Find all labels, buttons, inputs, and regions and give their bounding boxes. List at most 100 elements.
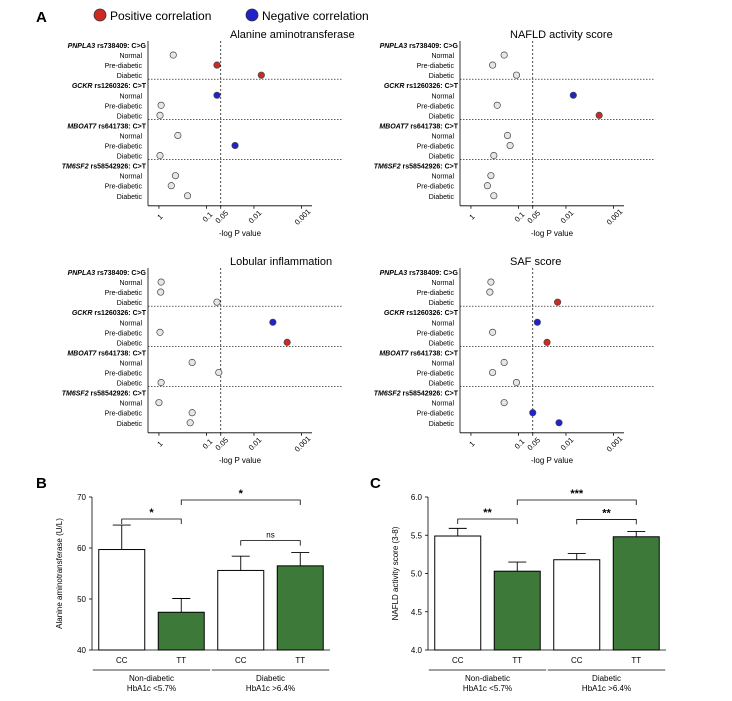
nafld-activity-score-row-label: Diabetic: [429, 154, 455, 161]
nafld-activity-score-row-label: Diabetic: [429, 194, 455, 201]
saf-score-x-tick-label: 0.001: [605, 434, 625, 454]
variant-name: rs1260326: C>T: [92, 310, 146, 317]
nafld-activity-score-row-label: Pre-diabetic: [417, 63, 455, 70]
alanine-aminotransferase-point-neutral: [156, 152, 164, 160]
saf-score-point-neutral: [500, 399, 508, 407]
saf-score-x-tick-label: 1: [467, 439, 476, 448]
lobular-inflammation-x-tick-label: 0.001: [293, 434, 313, 454]
saf-score-point-negative: [529, 409, 537, 417]
alt-category-label: TT: [176, 656, 186, 665]
saf-score-point-neutral: [486, 288, 494, 296]
gene-name: GCKR: [72, 310, 93, 317]
lobular-inflammation-row-label: Diabetic: [117, 300, 143, 307]
variant-name: rs58542926: C>T: [89, 164, 147, 171]
alt-significance-label: *: [239, 488, 244, 500]
nafld-activity-score-point-neutral: [490, 192, 498, 200]
nafld-activity-score-row-label: Normal: [431, 133, 454, 140]
lobular-inflammation-group-label: MBOAT7 rs641738: C>T: [67, 350, 146, 357]
alanine-aminotransferase-point-neutral: [183, 192, 192, 200]
saf-score-row-label: Diabetic: [429, 421, 455, 428]
alanine-aminotransferase-point-neutral: [157, 101, 165, 109]
alanine-aminotransferase-point-positive: [213, 61, 221, 69]
lobular-inflammation-group-label: PNPLA3 rs738409: C>G: [68, 270, 147, 277]
nafld-activity-score-point-neutral: [500, 51, 508, 59]
lobular-inflammation-x-label: -log P value: [219, 456, 262, 465]
panel-letter-c: C: [370, 475, 381, 492]
lobular-inflammation-row-label: Normal: [119, 280, 142, 287]
saf-score-group-label: PNPLA3 rs738409: C>G: [380, 270, 459, 277]
variant-name: rs58542926: C>T: [89, 391, 147, 398]
nas-y-tick-label: 6.0: [411, 493, 423, 502]
lobular-inflammation-point-neutral: [155, 399, 163, 407]
alanine-aminotransferase-point-negative: [231, 141, 239, 150]
lobular-inflammation-row-label: Normal: [119, 320, 142, 327]
alt-group-label: Non-diabetic: [129, 674, 174, 683]
variant-name: rs58542926: C>T: [401, 391, 459, 398]
saf-score-x-tick-label: 0.1: [513, 437, 527, 451]
nafld-activity-score-point-neutral: [512, 71, 521, 79]
gene-name: MBOAT7: [67, 350, 97, 357]
alt-group-sublabel: HbA1c <5.7%: [127, 684, 176, 693]
alt-bar: [217, 569, 265, 651]
alt-y-tick-label: 50: [77, 595, 86, 604]
alanine-aminotransferase-row-label: Pre-diabetic: [105, 184, 143, 191]
lobular-inflammation-x-tick-label: 0.01: [247, 436, 264, 453]
alt-category-label: CC: [116, 656, 128, 665]
saf-score-point-positive: [543, 338, 551, 346]
gene-name: TM6SF2: [374, 391, 401, 398]
saf-score-title: SAF score: [510, 256, 561, 268]
gene-name: PNPLA3: [68, 270, 96, 277]
nas-bar: [434, 535, 482, 651]
nas-group-sublabel: HbA1c <5.7%: [463, 684, 512, 693]
variant-name: rs1260326: C>T: [404, 83, 458, 90]
alt-bar: [276, 565, 324, 651]
saf-score-row-label: Diabetic: [429, 381, 455, 388]
saf-score-group-label: MBOAT7 rs641738: C>T: [379, 350, 458, 357]
alt-group-label: Diabetic: [256, 674, 285, 683]
chart-saf-score: SAF score 1 0.1 0.05 0.01 0.001 -log P value PN…: [374, 256, 654, 465]
saf-score-x-tick-label: 0.01: [559, 436, 576, 453]
alanine-aminotransferase-row-label: Pre-diabetic: [105, 103, 143, 110]
legend: Positive correlation Negative correlatio…: [93, 8, 369, 23]
variant-name: rs641738: C>T: [408, 350, 458, 357]
alanine-aminotransferase-point-neutral: [174, 131, 182, 140]
saf-score-row-label: Pre-diabetic: [417, 330, 455, 337]
alt-significance-label: ns: [266, 531, 274, 540]
saf-score-row-label: Pre-diabetic: [417, 411, 455, 418]
lobular-inflammation-point-neutral: [215, 368, 223, 377]
legend-negative-marker: [245, 8, 259, 22]
nafld-activity-score-point-neutral: [483, 182, 491, 190]
chart-nafld-activity-score: NAFLD activity score 1 0.1 0.05 0.01 0.001 -lo…: [374, 29, 654, 238]
gene-name: GCKR: [384, 83, 405, 90]
alt-group-sublabel: HbA1c >6.4%: [246, 684, 295, 693]
lobular-inflammation-group-label: TM6SF2 rs58542926: C>T: [62, 391, 147, 398]
variant-name: rs58542926: C>T: [401, 164, 459, 171]
alt-significance-label: *: [149, 507, 154, 519]
nas-y-tick-label: 4.0: [411, 646, 423, 655]
alt-category-label: TT: [295, 656, 305, 665]
nafld-activity-score-point-neutral: [487, 172, 495, 180]
alt-y-tick-label: 70: [77, 493, 86, 502]
saf-score-group-label: GCKR rs1260326: C>T: [384, 310, 459, 317]
saf-score-point-negative: [555, 419, 563, 427]
saf-score-point-neutral: [512, 378, 521, 387]
gene-name: GCKR: [72, 83, 93, 90]
alanine-aminotransferase-point-neutral: [167, 182, 175, 190]
alanine-aminotransferase-point-neutral: [156, 111, 164, 119]
lobular-inflammation-row-label: Pre-diabetic: [105, 411, 143, 418]
nafld-activity-score-row-label: Pre-diabetic: [417, 184, 455, 191]
lobular-inflammation-x-tick-label: 0.05: [213, 436, 230, 453]
variant-name: rs641738: C>T: [96, 350, 146, 357]
nas-group-label: Non-diabetic: [465, 674, 510, 683]
variant-name: rs641738: C>T: [408, 123, 458, 130]
saf-score-row-label: Pre-diabetic: [417, 290, 455, 297]
alt-significance-bracket: [121, 518, 182, 524]
alanine-aminotransferase-group-label: GCKR rs1260326: C>T: [72, 83, 147, 90]
lobular-inflammation-point-neutral: [188, 409, 196, 417]
alanine-aminotransferase-title: Alanine aminotransferase: [230, 29, 355, 41]
variant-name: rs1260326: C>T: [92, 83, 146, 90]
chart-nas-bar: 4.0 4.5 5.0 5.5 6.0 NAFLD activity score (3-8…: [391, 488, 666, 693]
saf-score-row-label: Normal: [431, 280, 454, 287]
saf-score-point-neutral: [487, 278, 495, 286]
